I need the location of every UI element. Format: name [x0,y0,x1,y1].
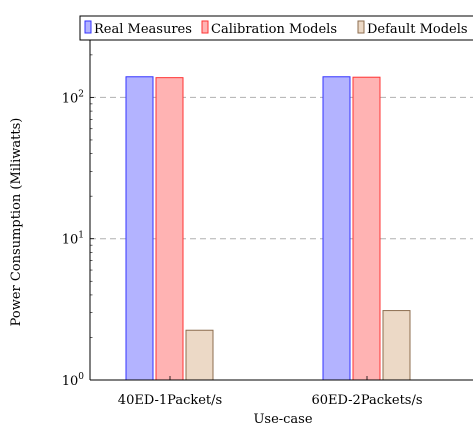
legend-swatch [357,20,365,34]
bar-1 [322,76,351,381]
x-axis-label: Use-case [253,412,312,427]
bar-2 [155,77,184,381]
legend-label: Real Measures [94,22,192,37]
y-tick-label: 101 [62,231,84,248]
x-tick-label: 40ED-1Packet/s [118,393,222,408]
legend-label: Default Models [367,22,468,37]
bar-2 [352,76,381,381]
axes-layer: 100 101 102 40ED-1Packet/s 60ED-2Packets/s [62,29,473,408]
legend-label: Calibration Models [211,22,337,37]
legend-box [79,15,473,41]
bar-3 [382,310,411,381]
legend-swatch [84,20,92,34]
legend: Real Measures Calibration Models Default M… [79,15,473,41]
legend-swatch [201,20,209,34]
bar-1 [125,76,154,381]
y-tick-label: 100 [62,372,85,389]
x-tick-label: 60ED-2Packets/s [311,393,422,408]
y-tick-label: 102 [62,89,84,106]
bar-3 [185,329,214,381]
bars-layer [125,76,411,381]
y-axis-label: Power Consumption (Miliwatts) [9,118,24,327]
